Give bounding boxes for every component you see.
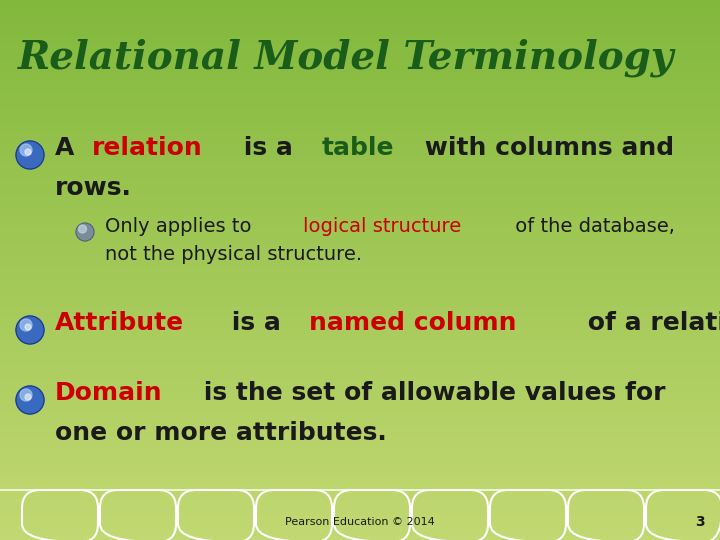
Text: not the physical structure.: not the physical structure. [105, 245, 362, 264]
Text: rows.: rows. [55, 176, 132, 200]
Text: 3: 3 [696, 515, 705, 529]
Circle shape [76, 223, 94, 241]
Text: of the database,: of the database, [509, 217, 675, 236]
Circle shape [25, 149, 31, 155]
Text: Attribute: Attribute [55, 311, 184, 335]
Text: Relational Model Terminology: Relational Model Terminology [18, 39, 675, 77]
Text: Only applies to: Only applies to [105, 217, 258, 236]
Circle shape [16, 141, 44, 169]
Text: is a: is a [222, 311, 289, 335]
Text: Domain: Domain [55, 381, 163, 405]
Circle shape [20, 319, 32, 331]
Text: of a relation.: of a relation. [579, 311, 720, 335]
Circle shape [20, 389, 32, 401]
Circle shape [25, 324, 31, 330]
Text: one or more attributes.: one or more attributes. [55, 421, 387, 445]
Circle shape [16, 386, 44, 414]
Circle shape [16, 316, 44, 344]
Circle shape [25, 394, 31, 400]
Circle shape [20, 144, 32, 156]
Text: logical structure: logical structure [303, 217, 462, 236]
Text: named column: named column [309, 311, 517, 335]
Text: is the set of allowable values for: is the set of allowable values for [195, 381, 665, 405]
Text: A: A [55, 136, 83, 160]
Text: Pearson Education © 2014: Pearson Education © 2014 [285, 517, 435, 527]
Text: table: table [322, 136, 395, 160]
Circle shape [78, 225, 86, 233]
Text: with columns and: with columns and [416, 136, 674, 160]
Text: relation: relation [91, 136, 202, 160]
Text: is a: is a [235, 136, 302, 160]
